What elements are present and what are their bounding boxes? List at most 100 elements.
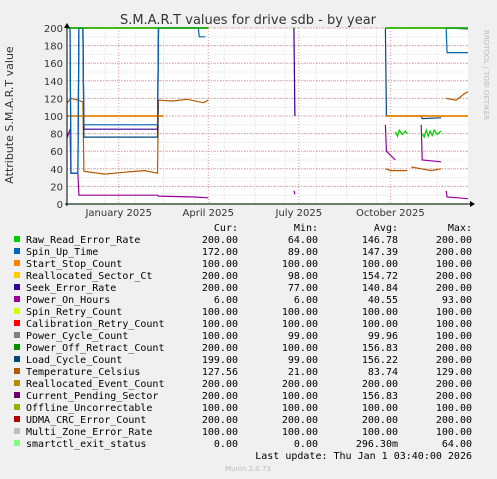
legend-value-max: 200.00 [436,235,472,246]
legend-swatch [14,416,20,422]
legend-value-min: 100.00 [282,319,318,330]
legend-col-max: Max: [448,223,472,234]
legend-series-name: Raw_Read_Error_Rate [26,235,140,246]
legend-value-max: 100.00 [436,319,472,330]
legend-value-max: 200.00 [436,355,472,366]
y-tick-label: 40 [50,165,63,176]
series-line [293,190,296,195]
legend-value-min: 100.00 [282,391,318,402]
legend-swatch [14,308,20,314]
legend-swatch [14,332,20,338]
series-line [67,27,206,174]
legend-value-min: 6.00 [294,295,318,306]
legend-value-avg: 147.39 [362,247,398,258]
series-line [384,124,396,161]
legend-swatch [14,440,20,446]
x-tick-labels: January 2025 April 2025 July 2025 October 2… [84,208,424,219]
legend-value-min: 100.00 [282,427,318,438]
grid [67,27,468,205]
legend-swatch [14,380,20,386]
rrdtool-credit: RRDTOOL / TOBI OETIKER [482,30,490,120]
legend-col-min: Min: [294,223,318,234]
x-tick-label: January 2025 [84,208,152,219]
legend-value-cur: 172.00 [202,247,238,258]
legend-value-min: 0.00 [294,439,318,450]
legend-value-min: 99.00 [288,355,318,366]
y-tick-label: 60 [50,147,63,158]
legend-swatch [14,248,20,254]
chart-title: S.M.A.R.T values for drive sdb - by year [120,13,377,28]
legend-value-cur: 100.00 [202,403,238,414]
legend-swatch [14,428,20,434]
legend-col-cur: Cur: [214,223,238,234]
legend-swatch [14,356,20,362]
legend-value-cur: 200.00 [202,391,238,402]
legend-value-cur: 100.00 [202,307,238,318]
y-tick-label: 100 [44,112,63,123]
series-line-overlay [421,128,442,139]
legend-value-avg: 40.55 [368,295,398,306]
legend-value-min: 77.00 [288,283,318,294]
legend-value-min: 200.00 [282,415,318,426]
legend-value-avg: 154.72 [362,271,398,282]
legend-value-min: 98.00 [288,271,318,282]
legend-swatch [14,404,20,410]
legend-value-avg: 156.83 [362,343,398,354]
legend-series-name: Calibration_Retry_Count [26,319,164,330]
legend-series-name: Reallocated_Sector_Ct [26,271,152,282]
legend-value-min: 89.00 [288,247,318,258]
y-tick-label: 80 [50,130,63,141]
legend-series-name: Spin_Retry_Count [26,307,122,318]
legend-value-max: 93.00 [442,295,472,306]
legend-value-cur: 100.00 [202,331,238,342]
legend-value-avg: 146.78 [362,235,398,246]
legend-value-max: 100.00 [436,403,472,414]
legend-value-cur: 200.00 [202,283,238,294]
series-line-overlay [394,128,408,138]
legend-series-name: Power_On_Hours [26,295,110,306]
series-line [420,124,442,163]
series-line [445,190,469,200]
legend-value-max: 200.00 [436,247,472,258]
series-line [445,91,469,101]
legend-col-avg: Avg: [374,223,398,234]
legend-value-cur: 200.00 [202,343,238,354]
legend-value-cur: 0.00 [214,439,238,450]
series-line [411,166,442,172]
legend-value-max: 200.00 [436,271,472,282]
legend-value-max: 200.00 [436,379,472,390]
legend-value-avg: 100.00 [362,259,398,270]
legend-value-min: 100.00 [282,307,318,318]
series-line [385,168,408,172]
legend-value-cur: 200.00 [202,379,238,390]
legend-series-name: UDMA_CRC_Error_Count [26,415,146,426]
legend-value-avg: 156.83 [362,391,398,402]
y-tick-label: 140 [44,77,63,88]
x-axis-arrow-icon [470,201,475,207]
legend-value-min: 100.00 [282,403,318,414]
y-tick-label: 0 [57,200,63,211]
legend-swatch [14,392,20,398]
legend-value-cur: 100.00 [202,427,238,438]
munin-version: Munin 2.0.73 [225,465,271,473]
legend-series-name: smartctl_exit_status [26,439,146,450]
last-update: Last update: Thu Jan 1 03:40:00 2026 [255,451,472,462]
legend-series-name: Multi_Zone_Error_Rate [26,427,152,438]
legend-value-avg: 100.00 [362,319,398,330]
y-axis-label: Attribute S.M.A.R.T value [3,46,16,184]
legend-value-max: 100.00 [436,427,472,438]
legend-series-name: Load_Cycle_Count [26,355,122,366]
legend: Cur: Min: Avg: Max: Raw_Read_Error_Rate 2… [14,223,472,450]
legend-value-min: 99.00 [288,331,318,342]
legend-series-name: Temperature_Celsius [26,367,140,378]
legend-series-name: Current_Pending_Sector [26,391,158,402]
legend-value-min: 100.00 [282,343,318,354]
y-axis-arrow-icon [64,23,70,28]
legend-series-name: Reallocated_Event_Count [26,379,164,390]
legend-value-cur: 200.00 [202,271,238,282]
legend-value-min: 100.00 [282,259,318,270]
legend-value-avg: 100.00 [362,427,398,438]
legend-value-min: 64.00 [288,235,318,246]
legend-value-avg: 100.00 [362,403,398,414]
y-tick-label: 20 [50,182,63,193]
